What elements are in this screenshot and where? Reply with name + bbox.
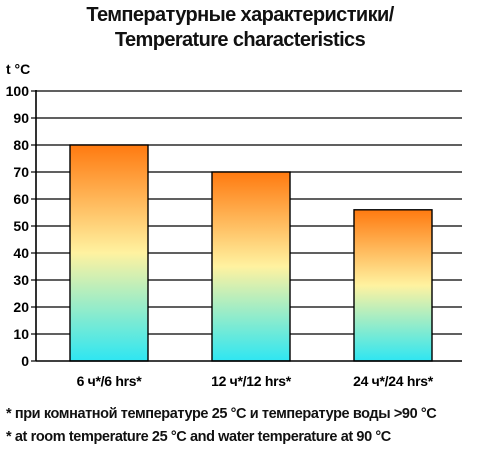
y-tick-label: 20 (13, 299, 29, 315)
y-tick-label: 0 (21, 353, 29, 369)
y-tick-label: 40 (13, 245, 29, 261)
bar (353, 209, 433, 362)
bars (69, 144, 433, 362)
bar-chart: t °C 0 10 20 30 40 50 60 70 80 90 100 6 ч*/6 hrs* 1… (6, 61, 462, 389)
y-axis-label: t °C (6, 61, 30, 77)
x-tick-labels: 6 ч*/6 hrs* 12 ч*/12 hrs* 24 ч*/24 hrs* (77, 373, 434, 389)
footnote-russian: * при комнатной температуре 25 °C и темп… (6, 406, 437, 422)
y-tick-labels: 0 10 20 30 40 50 60 70 80 90 100 (6, 83, 30, 369)
x-tick-label: 24 ч*/24 hrs* (353, 373, 434, 389)
x-tick-label: 12 ч*/12 hrs* (211, 373, 292, 389)
axes (35, 90, 462, 362)
chart-subtitle: Temperature characteristics (114, 29, 366, 51)
y-tick-label: 100 (6, 83, 30, 99)
y-tick-label: 90 (13, 110, 29, 126)
y-tick-label: 30 (13, 272, 29, 288)
x-tick-label: 6 ч*/6 hrs* (77, 373, 143, 389)
y-tick-label: 10 (13, 326, 29, 342)
bar (69, 144, 149, 362)
footnote-english: * at room temperature 25 °C and water te… (6, 429, 391, 445)
y-tick-label: 60 (13, 191, 29, 207)
bar (211, 171, 291, 362)
y-tick-label: 70 (13, 164, 29, 180)
chart-title: Температурные характеристики/ (86, 4, 394, 26)
y-tick-label: 80 (13, 137, 29, 153)
y-tick-label: 50 (13, 218, 29, 234)
